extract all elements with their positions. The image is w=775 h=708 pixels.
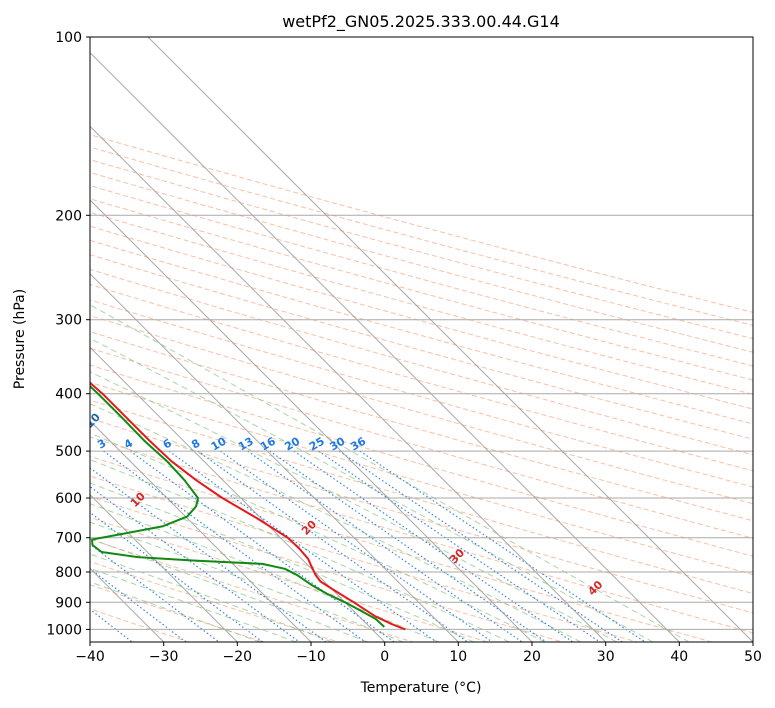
- grid: [90, 37, 753, 642]
- x-tick-label: −10: [296, 649, 326, 665]
- y-axis: 100 200 300 400 500 600 700 800 900 1000: [46, 30, 90, 638]
- mixing-ratio-line: [90, 485, 300, 642]
- x-tick-label: 0: [380, 649, 389, 665]
- y-tick-label: 600: [55, 491, 82, 507]
- dry-adiabat: [90, 455, 712, 642]
- x-axis: −40 −30 −20 −10 0 10 20 30 40 50: [75, 642, 762, 665]
- mixing-ratio-line: [168, 450, 437, 642]
- mixing-ratio-line: [247, 450, 523, 642]
- moist-adiabat: [90, 403, 582, 642]
- x-tick-label: 40: [670, 649, 688, 665]
- isotherm: [90, 199, 533, 642]
- dry-adiabat: [90, 495, 563, 642]
- dry-adiabat: [90, 331, 753, 522]
- moist-adiabat: [90, 521, 404, 642]
- isotherm: [90, 272, 459, 642]
- dry-adiabat: [90, 268, 753, 456]
- plot-area: [90, 37, 753, 642]
- temperature-profile: [90, 381, 406, 631]
- chart-title: wetPf2_GN05.2025.333.00.44.G14: [282, 12, 560, 32]
- plot-frame: [89, 36, 754, 643]
- y-tick-label: 800: [55, 565, 82, 581]
- isotherm: [90, 346, 386, 642]
- x-tick-label: 10: [449, 649, 467, 665]
- dry-adiabat: [90, 185, 753, 367]
- mixing-ratio-line: [318, 450, 601, 642]
- moist-adiabat: [90, 459, 510, 642]
- x-tick-label: 50: [744, 649, 762, 665]
- x-tick-label: 30: [597, 649, 615, 665]
- moist-adiabat: [90, 482, 475, 642]
- y-tick-label: 500: [55, 444, 82, 460]
- mixing-ratio-line: [90, 467, 327, 642]
- x-tick-label: −20: [223, 649, 253, 665]
- isotherm: [90, 125, 607, 642]
- y-tick-label: 100: [55, 30, 82, 46]
- moist-adiabat: [90, 432, 546, 642]
- y-tick-label: 200: [55, 208, 82, 224]
- background-lines: [90, 134, 753, 642]
- y-tick-label: 700: [55, 531, 82, 547]
- mixing-ratio-line: [359, 450, 646, 642]
- mixing-ratio-line: [103, 450, 366, 642]
- y-axis-title: Pressure (hPa): [12, 289, 28, 389]
- isotherm: [147, 37, 753, 642]
- profiles: [90, 381, 406, 631]
- moist-adiabat: [90, 337, 654, 642]
- isotherm: [90, 420, 312, 642]
- moist-adiabat: [90, 371, 617, 642]
- dry-adiabat: [90, 364, 753, 557]
- dry-adiabat: [90, 171, 753, 353]
- mixing-ratio-line: [293, 450, 574, 642]
- moist-adiabat: [90, 304, 690, 642]
- moist-adiabat: [90, 538, 368, 642]
- dry-adiabat: [90, 436, 753, 634]
- x-tick-label: 20: [523, 649, 541, 665]
- mixing-ratio-line: [90, 543, 220, 642]
- isotherm: [90, 51, 680, 642]
- dry-adiabat: [90, 211, 753, 395]
- dry-adiabat: [90, 516, 488, 642]
- dry-adiabat: [90, 198, 753, 381]
- isotherm: [90, 493, 238, 642]
- y-tick-label: 900: [55, 595, 82, 611]
- x-tick-label: −40: [75, 649, 105, 665]
- dry-adiabat: [90, 399, 753, 595]
- mixing-ratio-line: [338, 450, 623, 642]
- y-tick-label: 1000: [46, 622, 82, 638]
- y-tick-label: 400: [55, 387, 82, 403]
- dry-adiabat: [90, 283, 753, 472]
- dewpoint-profile: [90, 384, 385, 628]
- x-tick-label: −30: [149, 649, 179, 665]
- dry-adiabat: [90, 254, 753, 440]
- y-tick-label: 300: [55, 313, 82, 329]
- x-axis-title: Temperature (°C): [360, 680, 482, 696]
